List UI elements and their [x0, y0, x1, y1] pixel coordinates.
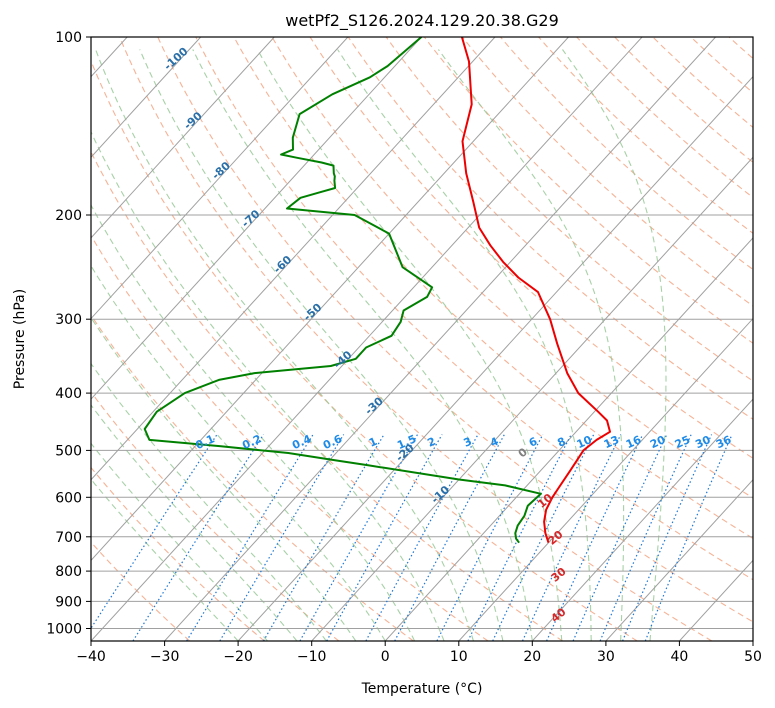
- mixing-ratio-label: 10: [575, 433, 595, 451]
- mixing-ratio-line: [644, 434, 733, 641]
- mixing-ratio-line: [572, 434, 668, 641]
- x-tick-label: 20: [523, 649, 541, 665]
- moist-adiabat-line: [91, 264, 386, 641]
- isotherm-line: [531, 398, 753, 641]
- dry-adiabat-line: [157, 37, 753, 623]
- x-tick-label: −20: [223, 649, 253, 665]
- dry-adiabat-line: [385, 37, 753, 382]
- mixing-ratio-line: [599, 434, 692, 641]
- background-grid: [91, 37, 753, 641]
- dry-adiabat-line: [119, 37, 713, 641]
- x-tick-label: 50: [744, 649, 762, 665]
- isotherm-line: [91, 37, 496, 481]
- isotherm-line: [91, 37, 202, 158]
- sounding-series: [143, 37, 611, 544]
- y-tick-label: 100: [55, 30, 82, 46]
- isotherm-line: [91, 37, 422, 400]
- moist-adiabat-line: [139, 49, 504, 641]
- moist-adiabat-line: [256, 49, 563, 641]
- dry-adiabat-line: [233, 37, 753, 540]
- dry-adiabat-line: [423, 37, 753, 344]
- chart-title: wetPf2_S126.2024.129.20.38.G29: [285, 11, 559, 31]
- mixing-ratio-line: [622, 434, 713, 641]
- moist-adiabat-line: [337, 49, 592, 641]
- dry-adiabat-line: [538, 37, 753, 234]
- dry-adiabat-line: [500, 37, 753, 271]
- mixing-ratio-line: [186, 434, 314, 641]
- mixing-ratio-line: [467, 434, 572, 641]
- y-tick-label: 1000: [46, 622, 82, 638]
- moist-adiabat-line: [91, 316, 357, 641]
- mixing-ratio-line: [132, 434, 265, 641]
- isotherm-line: [605, 479, 753, 641]
- y-tick-label: 600: [55, 490, 82, 506]
- isotherm-line: [311, 156, 753, 641]
- mixing-ratio-line: [91, 434, 218, 630]
- y-tick-label: 900: [55, 594, 82, 610]
- mixing-ratio-label: 20: [648, 433, 668, 451]
- moist-adiabat-line: [562, 49, 667, 641]
- mixing-ratio-line: [394, 434, 505, 641]
- dry-adiabat-line: [271, 37, 753, 499]
- mixing-ratio-label: 13: [602, 433, 621, 451]
- mixing-ratio-line: [546, 434, 644, 641]
- x-axis-title: Temperature (°C): [361, 681, 483, 697]
- y-tick-label: 400: [55, 386, 82, 402]
- y-axis: 100 200 300 400 500 600 700 800 900 1000: [46, 30, 91, 638]
- x-tick-label: 40: [670, 649, 688, 665]
- dry-adiabat-line: [347, 37, 753, 420]
- y-tick-label: 200: [55, 208, 82, 224]
- isotherm-line: [91, 37, 349, 320]
- moist-adiabat-line: [437, 49, 625, 641]
- y-axis-title: Pressure (hPa): [12, 289, 28, 389]
- x-axis: −40 −30 −20 −10 0 10 20 30 40 50: [76, 641, 762, 665]
- moist-adiabat-line: [91, 130, 445, 641]
- isotherm-line: [384, 237, 753, 641]
- x-tick-label: −40: [76, 649, 106, 665]
- mixing-ratio-label: 25: [673, 433, 692, 451]
- moist-adiabat-line: [91, 362, 327, 641]
- y-tick-label: 800: [55, 564, 82, 580]
- isotherm-line: [91, 37, 643, 641]
- moist-adiabat-line: [95, 49, 475, 641]
- x-tick-label: 30: [597, 649, 615, 665]
- isotherm-line: [91, 37, 275, 239]
- dry-adiabat-line: [91, 314, 414, 641]
- x-tick-label: 10: [450, 649, 468, 665]
- isotherm-line: [237, 75, 753, 641]
- dry-adiabat-line: [91, 150, 563, 641]
- mixing-ratio-label: 30: [693, 433, 713, 451]
- plot-frame: [90, 36, 754, 642]
- x-tick-label: −10: [297, 649, 327, 665]
- y-tick-label: 700: [55, 530, 82, 546]
- dry-adiabat-line: [91, 391, 340, 641]
- y-tick-label: 500: [55, 443, 82, 459]
- moist-adiabat-line: [91, 404, 298, 641]
- mixing-ratio-line: [365, 434, 479, 641]
- dewpoint-line: [143, 37, 542, 544]
- dry-adiabat-line: [195, 37, 753, 581]
- mixing-ratio-line: [219, 434, 345, 641]
- mixing-ratio-line: [436, 434, 544, 641]
- isotherm-line: [164, 37, 716, 641]
- isotherm-line: [458, 317, 753, 641]
- moist-adiabat-line: [91, 204, 416, 641]
- y-tick-label: 300: [55, 312, 82, 328]
- moist-adiabat-line: [192, 49, 533, 641]
- isotherm-line: [91, 37, 569, 562]
- temperature-line: [460, 37, 611, 544]
- x-tick-label: −30: [150, 649, 180, 665]
- mixing-ratio-label: 36: [714, 433, 734, 451]
- dry-adiabat-line: [91, 59, 638, 641]
- x-tick-label: 0: [381, 649, 390, 665]
- mixing-ratio-label: 16: [624, 433, 644, 451]
- mixing-ratio-line: [326, 434, 443, 641]
